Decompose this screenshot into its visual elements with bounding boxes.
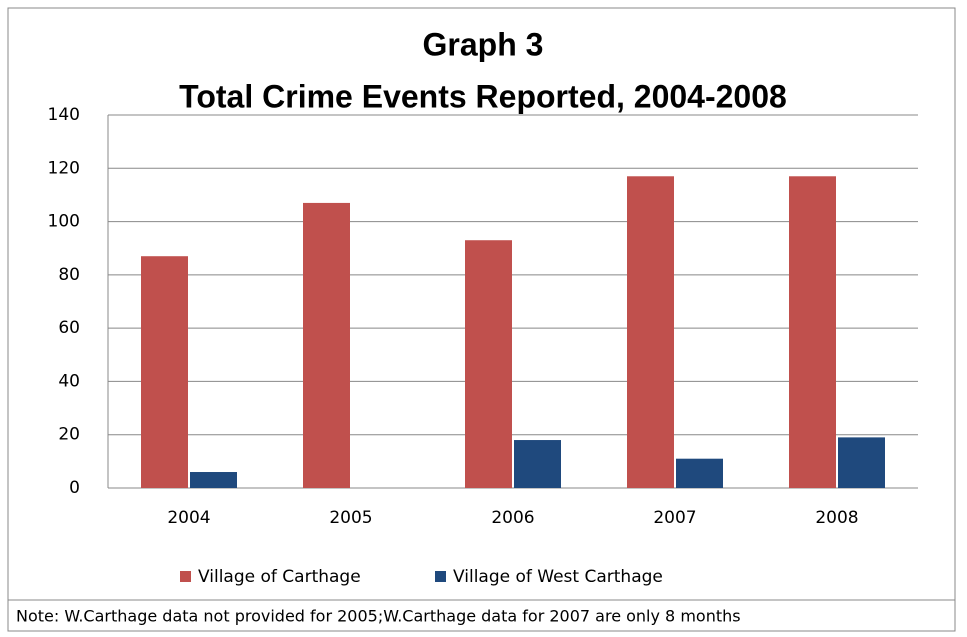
bar: [514, 440, 561, 488]
bar: [141, 256, 188, 488]
y-tick-label: 60: [58, 318, 80, 338]
y-tick-label: 140: [48, 105, 80, 125]
y-tick-label: 120: [48, 158, 80, 178]
bar: [627, 176, 674, 488]
legend-label: Village of West Carthage: [453, 567, 663, 587]
y-tick-label: 40: [58, 371, 80, 391]
legend-swatch: [435, 571, 446, 582]
y-tick-label: 0: [69, 478, 80, 498]
bar: [676, 458, 723, 488]
y-tick-label: 20: [58, 425, 80, 445]
legend-label: Village of Carthage: [198, 567, 361, 587]
legend-swatch: [180, 571, 191, 582]
y-tick-label: 100: [48, 212, 80, 232]
x-tick-label: 2004: [167, 508, 210, 528]
bar: [303, 202, 350, 488]
y-tick-label: 80: [58, 265, 80, 285]
x-tick-label: 2006: [491, 508, 534, 528]
x-tick-label: 2008: [815, 508, 858, 528]
bar: [838, 437, 885, 488]
chart-subtitle: Total Crime Events Reported, 2004-2008: [179, 78, 787, 114]
bar: [465, 240, 512, 488]
bar: [789, 176, 836, 488]
chart-title: Graph 3: [423, 26, 544, 62]
bar: [190, 472, 237, 488]
x-tick-label: 2005: [329, 508, 372, 528]
note: Note: W.Carthage data not provided for 2…: [16, 607, 741, 626]
x-tick-label: 2007: [653, 508, 696, 528]
